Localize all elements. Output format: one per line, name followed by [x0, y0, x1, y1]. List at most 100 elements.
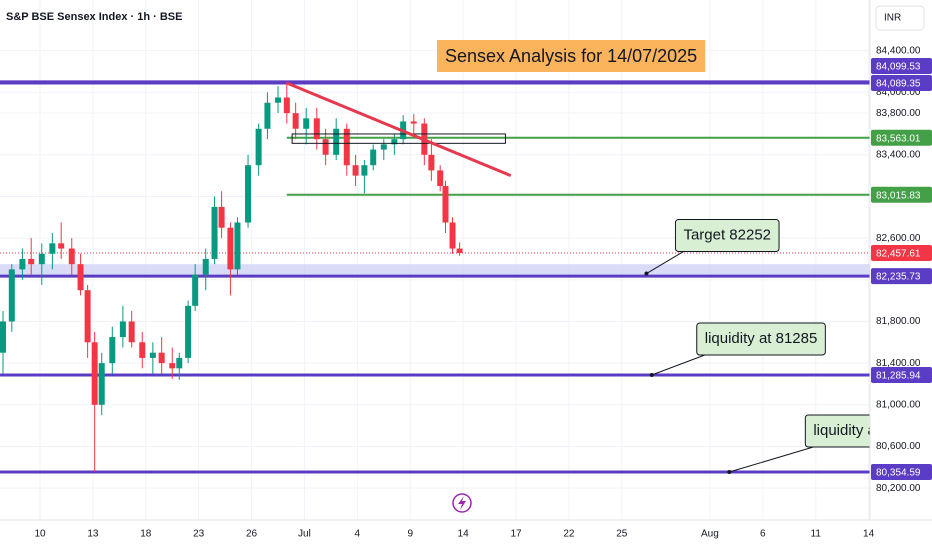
price-badge-label: 84,099.53	[876, 62, 921, 73]
callout-anchor	[649, 373, 654, 378]
title-box	[437, 40, 706, 72]
candle-body	[391, 139, 398, 145]
x-tick-label: 26	[246, 529, 258, 540]
y-tick-label: 81,400.00	[876, 358, 921, 369]
callout-text: liquidity at 81285	[705, 330, 818, 347]
plot-area: Target 82252 liquidity at 81285 liquidity …	[0, 80, 876, 475]
x-tick-label: 22	[563, 529, 575, 540]
y-tick-label: 84,400.00	[876, 45, 921, 56]
candle-body	[8, 269, 15, 322]
y-tick-label: 80,200.00	[876, 483, 921, 494]
candle-body	[283, 97, 290, 114]
callout-leader	[646, 251, 684, 274]
price-badge	[871, 367, 932, 384]
trend-line	[286, 81, 512, 178]
candle-body	[77, 264, 84, 291]
symbol-header: S&P BSE Sensex Index · 1h · BSE	[6, 11, 182, 23]
candle-body	[380, 144, 387, 150]
x-tick-label: 14	[863, 529, 875, 540]
candle-body	[352, 165, 359, 176]
candle-body	[456, 248, 463, 253]
candle-body	[158, 352, 165, 364]
candle-body	[264, 102, 271, 129]
candle-body	[211, 206, 218, 259]
candle-body	[28, 258, 35, 265]
candle-body	[91, 342, 98, 405]
candle-body	[410, 121, 417, 124]
candle-body	[58, 243, 65, 249]
callout-box	[696, 322, 826, 356]
price-badge-label: 82,235.73	[876, 272, 921, 283]
candle-body	[109, 337, 116, 364]
price-badge-label: 84,089.35	[876, 79, 921, 90]
callout-box	[804, 414, 870, 448]
x-tick-label: 14	[458, 529, 470, 540]
x-tick-label: 4	[355, 529, 361, 540]
callout-anchor	[727, 470, 732, 475]
candle-body	[19, 258, 26, 270]
candle-body	[245, 165, 252, 223]
candle-body	[442, 186, 449, 223]
candle-body	[185, 305, 192, 358]
candle-body	[149, 352, 156, 358]
x-tick-label: 18	[140, 529, 152, 540]
price-badge	[871, 74, 932, 91]
candle-body	[176, 357, 183, 369]
title: Sensex Analysis for 14/07/2025	[445, 46, 697, 66]
callout-text: Target 82252	[683, 227, 771, 244]
x-tick-label: Aug	[701, 529, 719, 540]
candle-body	[38, 253, 45, 265]
candle-body	[119, 321, 126, 338]
y-tick-label: 82,600.00	[876, 233, 921, 244]
candle-body	[49, 243, 56, 254]
y-tick-label: 80,600.00	[876, 441, 921, 452]
y-tick-label: 83,800.00	[876, 108, 921, 119]
callout-text: liquidity a	[813, 422, 876, 439]
price-badge	[871, 129, 932, 146]
candle-body	[218, 206, 225, 228]
candle-body	[437, 170, 444, 187]
x-tick-label: 23	[193, 529, 205, 540]
candle-body	[275, 97, 282, 103]
y-tick-label: 83,400.00	[876, 149, 921, 160]
candle-body	[84, 290, 91, 343]
candle-body	[227, 227, 234, 270]
x-tick-label: 6	[760, 529, 766, 540]
candle-body	[68, 248, 75, 265]
price-badge-label: 82,457.61	[876, 249, 921, 260]
price-badge	[871, 464, 932, 481]
currency-label[interactable]: INR	[884, 13, 901, 24]
price-badge	[871, 186, 932, 203]
x-tick-label: 10	[34, 529, 46, 540]
price-badge-label: 81,285.94	[876, 371, 921, 382]
price-badge-label: 83,015.83	[876, 190, 921, 201]
lightning-bolt[interactable]	[458, 496, 466, 510]
price-badge-label: 83,563.01	[876, 133, 921, 144]
callout-anchor	[644, 271, 649, 276]
candle-body	[333, 128, 340, 155]
candle-body	[169, 363, 176, 369]
currency-button[interactable]	[875, 5, 925, 31]
candle-body	[234, 222, 241, 270]
price-badge	[871, 57, 932, 74]
candle-body	[343, 128, 350, 166]
lightning-icon[interactable]	[452, 493, 472, 513]
y-tick-label: 84,000.00	[876, 87, 921, 98]
candle-body	[98, 363, 105, 405]
candle-body	[313, 118, 320, 140]
y-tick-label: 81,800.00	[876, 316, 921, 327]
candle-body	[303, 118, 310, 129]
candle-body	[322, 139, 329, 155]
price-badge	[871, 244, 932, 261]
price-badge-label: 80,354.59	[876, 468, 921, 479]
y-tick-label: 81,000.00	[876, 399, 921, 410]
candle-body	[0, 321, 6, 353]
candle-body	[292, 113, 299, 129]
candle-body	[139, 342, 146, 358]
callout-leader	[729, 446, 814, 473]
x-tick-label: 25	[616, 529, 628, 540]
candle-body	[370, 149, 377, 166]
candle-body	[361, 165, 368, 176]
candle-body	[202, 258, 209, 275]
